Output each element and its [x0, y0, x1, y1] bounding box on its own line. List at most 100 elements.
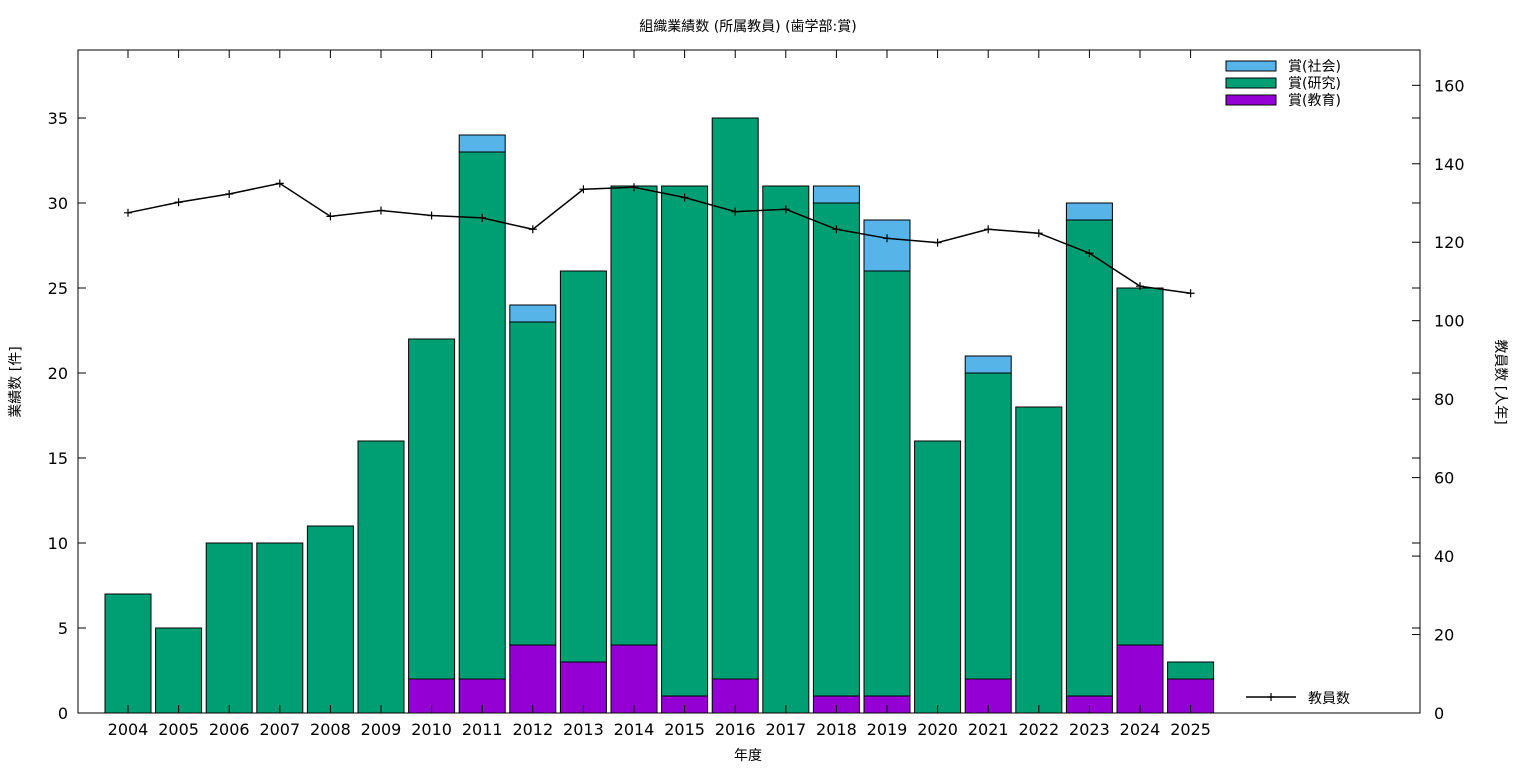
- bar-2012-series-2: [509, 304, 557, 323]
- legend: 賞(社会)賞(研究)賞(教育) 教員数: [1225, 59, 1350, 707]
- x-tick-label-2019: 2019: [867, 720, 908, 739]
- y2-tick-label-20: 20: [1434, 626, 1454, 645]
- bar-2023-series-1: [1065, 219, 1113, 697]
- bar-2014-series-0: [610, 644, 658, 714]
- line-point-2016: [731, 207, 740, 216]
- x-tick-label-2017: 2017: [765, 720, 806, 739]
- bar-2022-series-1: [1015, 406, 1063, 714]
- y2-tick-label-80: 80: [1434, 390, 1454, 409]
- bar-2023-series-2: [1065, 202, 1113, 221]
- line-layer: [124, 179, 1195, 298]
- bar-2024-series-0: [1116, 644, 1164, 714]
- bar-2011-series-2: [458, 134, 506, 153]
- bar-2012-series-0: [509, 644, 557, 714]
- bar-2014-series-1: [610, 185, 658, 646]
- bar-2024-series-1: [1116, 287, 1164, 646]
- y-tick-label-5: 5: [58, 619, 68, 638]
- line-point-2006: [225, 189, 234, 198]
- x-axis-label: 年度: [734, 748, 762, 764]
- plot-frame: [77, 49, 1421, 714]
- y-tick-label-30: 30: [48, 194, 68, 213]
- line-point-2007: [275, 179, 284, 188]
- chart-title: 組織業績数 (所属教員) (歯学部:賞): [639, 19, 856, 35]
- x-tick-label-2011: 2011: [462, 720, 503, 739]
- x-tick-label-2004: 2004: [108, 720, 149, 739]
- bar-2015-series-1: [661, 185, 709, 697]
- x-tick-label-2005: 2005: [158, 720, 199, 739]
- y2-tick-label-0: 0: [1434, 704, 1444, 723]
- x-tick-label-2010: 2010: [411, 720, 452, 739]
- y-tick-label-20: 20: [48, 364, 68, 383]
- legend-swatch-0: [1225, 60, 1277, 72]
- bar-2007-series-1: [256, 542, 304, 714]
- bar-2004-series-1: [104, 593, 152, 714]
- x-tick-label-2023: 2023: [1069, 720, 1110, 739]
- x-tick-label-2006: 2006: [209, 720, 250, 739]
- bar-2008-series-1: [306, 525, 354, 714]
- legend-swatch-1: [1225, 77, 1277, 89]
- line-point-2018: [832, 225, 841, 234]
- line-point-2024: [1136, 282, 1144, 291]
- bar-2021-series-2: [964, 355, 1012, 374]
- y-tick-label-10: 10: [48, 534, 68, 553]
- bar-2019-series-1: [863, 270, 911, 697]
- x-tick-label-2018: 2018: [816, 720, 857, 739]
- bar-2018-series-2: [812, 185, 860, 204]
- line-point-2009: [377, 206, 385, 215]
- legend-label-line: 教員数: [1308, 691, 1350, 707]
- line-point-2012: [528, 225, 537, 234]
- line-point-2008: [326, 212, 335, 221]
- x-tick-label-2024: 2024: [1120, 720, 1161, 739]
- line-point-2023: [1085, 249, 1094, 258]
- bar-2010-series-1: [408, 338, 456, 680]
- x-tick-label-2013: 2013: [563, 720, 604, 739]
- x-tick-label-2009: 2009: [361, 720, 402, 739]
- x-tick-label-2020: 2020: [917, 720, 958, 739]
- y2-axis-label: 教員数 [人年]: [1492, 339, 1508, 424]
- bar-2013-series-1: [559, 270, 607, 663]
- legend-label-0: 賞(社会): [1288, 59, 1341, 75]
- bar-2012-series-1: [509, 321, 557, 646]
- bar-2009-series-1: [357, 440, 405, 714]
- x-tick-label-2022: 2022: [1018, 720, 1059, 739]
- bar-2011-series-1: [458, 151, 506, 680]
- line-point-2019: [883, 234, 891, 243]
- y2-tick-label-160: 160: [1434, 76, 1465, 95]
- y2-tick-label-60: 60: [1434, 469, 1454, 488]
- line-point-2022: [1034, 229, 1043, 238]
- bar-2017-series-1: [762, 185, 810, 714]
- legend-line-marker: [1267, 693, 1275, 701]
- y-tick-label-15: 15: [48, 449, 68, 468]
- x-tick-label-2025: 2025: [1170, 720, 1211, 739]
- line-point-2014: [630, 183, 638, 192]
- y-tick-label-25: 25: [48, 279, 68, 298]
- line-point-2004: [124, 208, 132, 217]
- legend-label-2: 賞(教育): [1288, 93, 1341, 109]
- y-tick-label-0: 0: [58, 704, 68, 723]
- bar-2018-series-1: [812, 202, 860, 697]
- x-tick-label-2016: 2016: [715, 720, 756, 739]
- bar-2020-series-1: [914, 440, 962, 714]
- x-tick-label-2015: 2015: [664, 720, 705, 739]
- legend-label-1: 賞(研究): [1288, 76, 1341, 92]
- line-series-path: [127, 182, 1191, 294]
- line-point-2011: [478, 213, 487, 222]
- y2-tick-label-120: 120: [1434, 233, 1465, 252]
- bars-layer: [104, 117, 1215, 714]
- x-tick-label-2012: 2012: [512, 720, 553, 739]
- bar-2006-series-1: [205, 542, 253, 714]
- x-tick-label-2007: 2007: [259, 720, 300, 739]
- bar-2016-series-1: [711, 117, 759, 680]
- legend-swatch-2: [1225, 94, 1277, 106]
- bar-2019-series-2: [863, 219, 911, 272]
- line-point-2021: [984, 225, 993, 234]
- bar-2005-series-1: [155, 627, 203, 714]
- line-point-2025: [1186, 289, 1195, 298]
- y-axis-label: 業績数 [件]: [8, 346, 24, 417]
- x-tick-label-2014: 2014: [614, 720, 655, 739]
- x-tick-label-2021: 2021: [968, 720, 1009, 739]
- line-point-2017: [781, 205, 790, 214]
- bar-2025-series-1: [1167, 661, 1215, 680]
